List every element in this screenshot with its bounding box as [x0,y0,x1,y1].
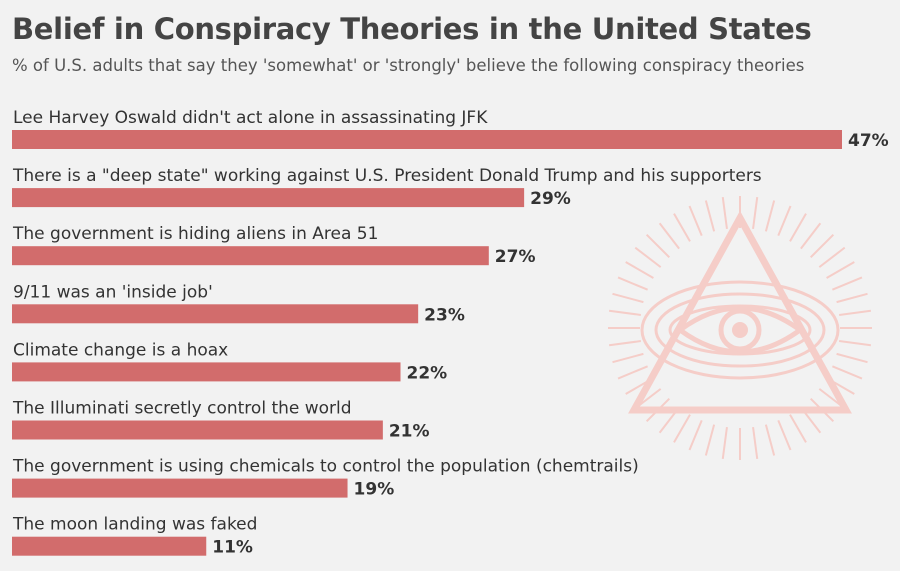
eye-pupil [732,322,748,338]
ray-line [752,427,759,460]
bar [12,188,525,208]
ray-line [634,246,662,268]
value-label: 29% [530,189,571,209]
chart-title: Belief in Conspiracy Theories in the Uni… [12,12,812,46]
value-label: 22% [407,363,448,383]
ray-line [764,424,776,456]
eye-ring [654,292,826,368]
chart-subtitle: % of U.S. adults that say they 'somewhat… [12,56,805,75]
ray-line [777,205,792,236]
category-label: The government is hiding aliens in Area … [12,224,378,244]
ray-line [673,213,691,242]
value-label: 23% [424,305,465,325]
ray-line [688,205,703,236]
ray-line [777,420,792,451]
ray-line [789,213,807,242]
bar [12,130,842,149]
ray-line [752,196,759,229]
ray-line [721,427,728,460]
ray-line [810,233,835,258]
bar [12,304,419,324]
ray-line [789,414,807,443]
ray-line [832,365,863,380]
bar [12,420,383,440]
ray-line [836,352,868,364]
value-label: 21% [389,422,430,442]
ray-line [617,276,648,291]
ray-line [673,414,691,443]
category-label: The moon landing was faked [12,515,257,535]
category-label: The government is using chemicals to con… [12,457,639,477]
category-label: Climate change is a hoax [13,340,228,360]
value-label: 11% [212,538,253,558]
bars-group: Lee Harvey Oswald didn't act alone in as… [12,108,889,558]
value-label: 27% [495,247,536,267]
category-label: 9/11 was an 'inside job' [13,282,213,302]
ray-line [617,365,648,380]
ray-line [704,200,716,232]
ray-line [688,420,703,451]
bar [12,536,207,556]
ray-line [832,276,863,291]
ray-line [826,261,855,279]
bar [12,362,401,382]
category-label: There is a "deep state" working against … [12,166,762,186]
bar [12,246,489,266]
ray-line [721,196,728,229]
eye-ring [640,280,840,380]
ray-line [764,200,776,232]
bar [12,478,348,498]
ray-line [818,246,846,268]
ray-line [658,222,680,250]
category-label: The Illuminati secretly control the worl… [12,399,352,419]
category-label: Lee Harvey Oswald didn't act alone in as… [13,108,488,128]
ray-line [704,424,716,456]
all-seeing-eye-pyramid-icon [608,196,872,460]
ray-line [839,309,872,316]
eye-outline [675,305,805,355]
ray-line [608,340,641,347]
ray-line [612,352,644,364]
ray-line [608,309,641,316]
ray-line [800,222,822,250]
ray-line [645,233,670,258]
value-label: 19% [354,480,395,500]
eye-iris [718,308,762,352]
value-label: 47% [848,131,889,151]
ray-line [612,292,644,304]
ray-line [625,261,654,279]
ray-line [839,340,872,347]
ray-line [836,292,868,304]
